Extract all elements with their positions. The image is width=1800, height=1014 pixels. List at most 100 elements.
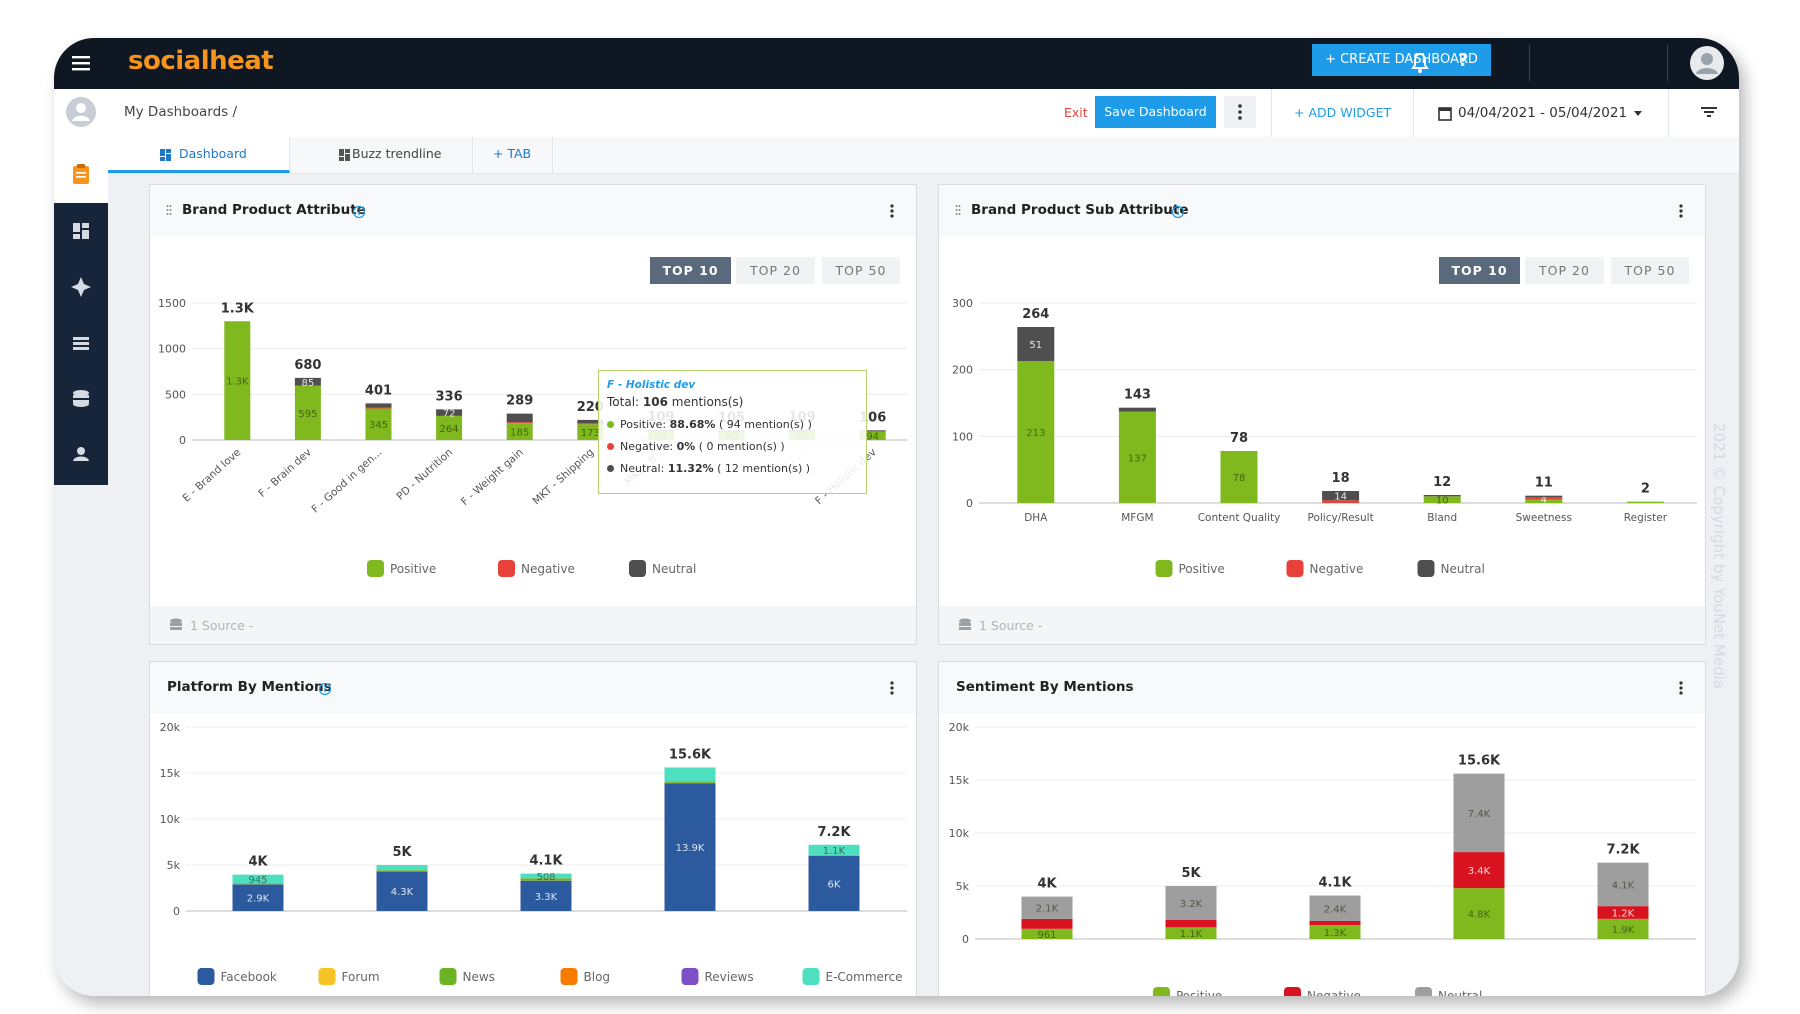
- segment-label: 173: [581, 428, 600, 439]
- user-avatar[interactable]: [1689, 45, 1725, 81]
- info-icon[interactable]: [352, 205, 366, 219]
- top-button[interactable]: TOP 10: [650, 257, 731, 284]
- help-icon[interactable]: ?: [1458, 50, 1469, 71]
- x-tick-label: PD - Nutrition: [394, 446, 455, 502]
- total-label: 336: [436, 389, 463, 404]
- legend-label: Neutral: [652, 562, 696, 576]
- source-label[interactable]: 1 Source -: [190, 618, 254, 633]
- database-icon[interactable]: [73, 390, 89, 407]
- list-icon[interactable]: [73, 337, 89, 350]
- segment-label: 94: [866, 432, 879, 443]
- total-label: 12: [1433, 475, 1451, 490]
- legend-swatch: [1284, 987, 1301, 996]
- more-button[interactable]: [1224, 96, 1256, 128]
- widget-menu[interactable]: [888, 680, 896, 696]
- x-tick-label: E - Brand love: [180, 446, 243, 504]
- widget-header: Brand Product Attribute: [150, 185, 916, 237]
- insight-icon[interactable]: [71, 277, 91, 297]
- total-label: 5K: [392, 845, 412, 860]
- top-button[interactable]: TOP 50: [1611, 257, 1689, 284]
- breadcrumb[interactable]: My Dashboards /: [124, 104, 238, 120]
- y-tick-label: 100: [952, 430, 973, 443]
- widget-menu[interactable]: [1677, 680, 1685, 696]
- bar-segment: [436, 415, 463, 440]
- source-icon: [959, 618, 971, 630]
- widget-menu[interactable]: [1677, 203, 1685, 219]
- widget: 0 5k 10k 15k 20k 2.9K 945 4K 4.3K 5K 3.3K 508 4.1K 13…: [149, 661, 917, 996]
- bar-segment: [1118, 411, 1156, 503]
- widget-menu[interactable]: [888, 203, 896, 219]
- segment-label: 508: [536, 872, 555, 883]
- segment-label: 945: [248, 875, 267, 886]
- x-tick-label: MKT - Shipping: [530, 446, 596, 507]
- tab-icon: [339, 149, 350, 161]
- y-tick-label: 200: [952, 364, 973, 377]
- widget-title: Platform By Mentions: [167, 679, 332, 695]
- chart: 0 100 200 300 213 51 264 DHA 137 143 MFGM 78 78 Conte…: [952, 297, 1697, 577]
- exit-button[interactable]: Exit: [1064, 105, 1088, 120]
- drag-handle[interactable]: [166, 204, 172, 218]
- legend-swatch: [439, 968, 457, 985]
- info-icon[interactable]: [1171, 205, 1185, 219]
- separator: [1668, 89, 1669, 137]
- segment-label: 3.3K: [535, 892, 558, 903]
- drag-handle[interactable]: [955, 204, 961, 218]
- menu-icon[interactable]: [70, 52, 92, 74]
- logo[interactable]: socialheat: [128, 46, 274, 76]
- segment-label: 4.8K: [1468, 910, 1491, 921]
- segment-label: 72: [443, 409, 456, 420]
- top-button[interactable]: TOP 10: [1439, 257, 1520, 284]
- segment-label: 7.4K: [1468, 809, 1491, 820]
- legend-dot: [607, 443, 614, 450]
- legend-swatch: [1155, 560, 1173, 577]
- legend-label: Negative: [1310, 562, 1364, 576]
- legend-label: Neutral: [1438, 989, 1482, 996]
- user-icon[interactable]: [73, 447, 89, 461]
- date-range[interactable]: 04/04/2021 - 05/04/2021: [1458, 105, 1628, 121]
- legend-swatch: [560, 968, 578, 985]
- widgets-icon[interactable]: [73, 223, 89, 239]
- create-dashboard-button[interactable]: + CREATE DASHBOARD: [1312, 44, 1491, 76]
- dashboard-nav-icon[interactable]: [71, 163, 91, 185]
- source-icon: [170, 618, 182, 630]
- total-label: 5K: [1181, 866, 1201, 881]
- y-tick-label: 5k: [956, 880, 970, 893]
- chart: 0 5k 10k 15k 20k 2.9K 945 4K 4.3K 5K 3.3K 508 4.1K 13…: [160, 721, 907, 985]
- legend-swatch: [367, 560, 384, 577]
- total-label: 7.2K: [817, 825, 851, 840]
- sidebar: [54, 203, 108, 485]
- segment-label: 14: [1334, 492, 1347, 503]
- tab[interactable]: Dashboard: [108, 137, 290, 173]
- profile-icon[interactable]: [65, 96, 97, 128]
- legend-label: Positive: [1179, 562, 1225, 576]
- info-icon[interactable]: [318, 682, 332, 696]
- total-label: 7.2K: [1606, 843, 1640, 858]
- bar-segment: [232, 884, 284, 911]
- widget-footer: 1 Source -: [150, 606, 916, 644]
- tooltip-row-percent: 0%: [676, 440, 696, 453]
- tab[interactable]: Buzz trendline: [289, 137, 473, 173]
- bell-icon[interactable]: [1411, 52, 1429, 74]
- chart: 0 5k 10k 15k 20k 961 2.1K 4K 1.1K 3.2K 5K 1.3K 2.4K 4…: [949, 721, 1696, 996]
- bar-segment: [1309, 895, 1361, 921]
- total-label: 2: [1641, 482, 1650, 497]
- add-widget-button[interactable]: + ADD WIDGET: [1294, 105, 1392, 120]
- segment-label: 51: [1029, 340, 1042, 351]
- add-tab-button[interactable]: + TAB: [472, 137, 553, 173]
- segment-label: 2.9K: [247, 894, 270, 905]
- source-label[interactable]: 1 Source -: [979, 618, 1043, 633]
- save-button[interactable]: Save Dashboard: [1095, 96, 1216, 128]
- watermark: 2021 © Copyright by YouNet Media: [1710, 423, 1728, 689]
- kebab-icon: [1238, 104, 1242, 120]
- widget-title: Brand Product Attribute: [182, 202, 366, 218]
- x-tick-label: F - Weight gain: [459, 446, 526, 508]
- top-button[interactable]: TOP 20: [736, 257, 815, 284]
- tooltip-row-count: ( 0 mention(s) ): [698, 440, 785, 453]
- top-button[interactable]: TOP 50: [822, 257, 900, 284]
- widget-header: Brand Product Sub Attribute: [939, 185, 1705, 237]
- filter-icon[interactable]: [1700, 105, 1718, 119]
- bar-segment: [506, 413, 533, 423]
- bar-segment: [1165, 927, 1217, 939]
- top-button[interactable]: TOP 20: [1525, 257, 1604, 284]
